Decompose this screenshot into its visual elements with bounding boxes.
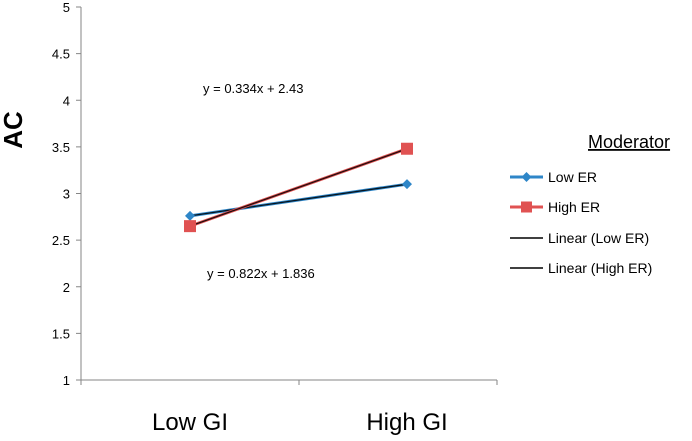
series-layer	[184, 142, 413, 233]
legend-title: Moderator	[588, 132, 670, 152]
y-tick-label: 2.5	[52, 233, 70, 248]
trendline-equation-low-er: y = 0.334x + 2.43	[203, 81, 303, 96]
y-tick-label: 4.5	[52, 47, 70, 62]
trendline-equation-high-er: y = 0.822x + 1.836	[207, 266, 315, 281]
data-point-low-er	[185, 210, 195, 221]
data-point-high-er	[184, 220, 196, 233]
trendline-low-er	[189, 183, 408, 217]
legend-marker-high-er	[521, 201, 532, 213]
x-axis-ticks	[80, 380, 498, 385]
y-tick-label: 4	[63, 93, 70, 108]
y-tick-label: 3.5	[52, 140, 70, 155]
legend-item-low-er: Low ER	[510, 169, 597, 185]
x-tick-label-high-gi: High GI	[366, 409, 447, 436]
data-point-high-er	[401, 142, 413, 155]
data-point-low-er	[402, 179, 412, 190]
y-tick-label: 1.5	[52, 326, 70, 341]
legend-item-high-er: High ER	[510, 199, 600, 215]
legend-label-linear-high-er: Linear (High ER)	[548, 260, 652, 276]
y-tick-label: 1	[63, 373, 70, 388]
trendline-high-er	[189, 148, 408, 227]
legend-item-linear-high-er: Linear (High ER)	[510, 260, 652, 276]
legend-label-low-er: Low ER	[548, 169, 597, 185]
y-axis-ticks: 1 1.5 2 2.5 3 3.5 4 4.5 5	[52, 0, 81, 388]
legend-label-linear-low-er: Linear (Low ER)	[548, 230, 649, 246]
legend-marker-low-er	[521, 172, 532, 182]
legend-label-high-er: High ER	[548, 199, 600, 215]
y-tick-label: 2	[63, 280, 70, 295]
x-tick-label-low-gi: Low GI	[152, 409, 228, 436]
y-tick-label: 5	[63, 0, 70, 15]
legend: Moderator Low ER High ER Linear (Low ER)…	[510, 132, 670, 276]
y-axis-label: AC	[0, 111, 28, 149]
legend-item-linear-low-er: Linear (Low ER)	[510, 230, 649, 246]
y-tick-label: 3	[63, 187, 70, 202]
